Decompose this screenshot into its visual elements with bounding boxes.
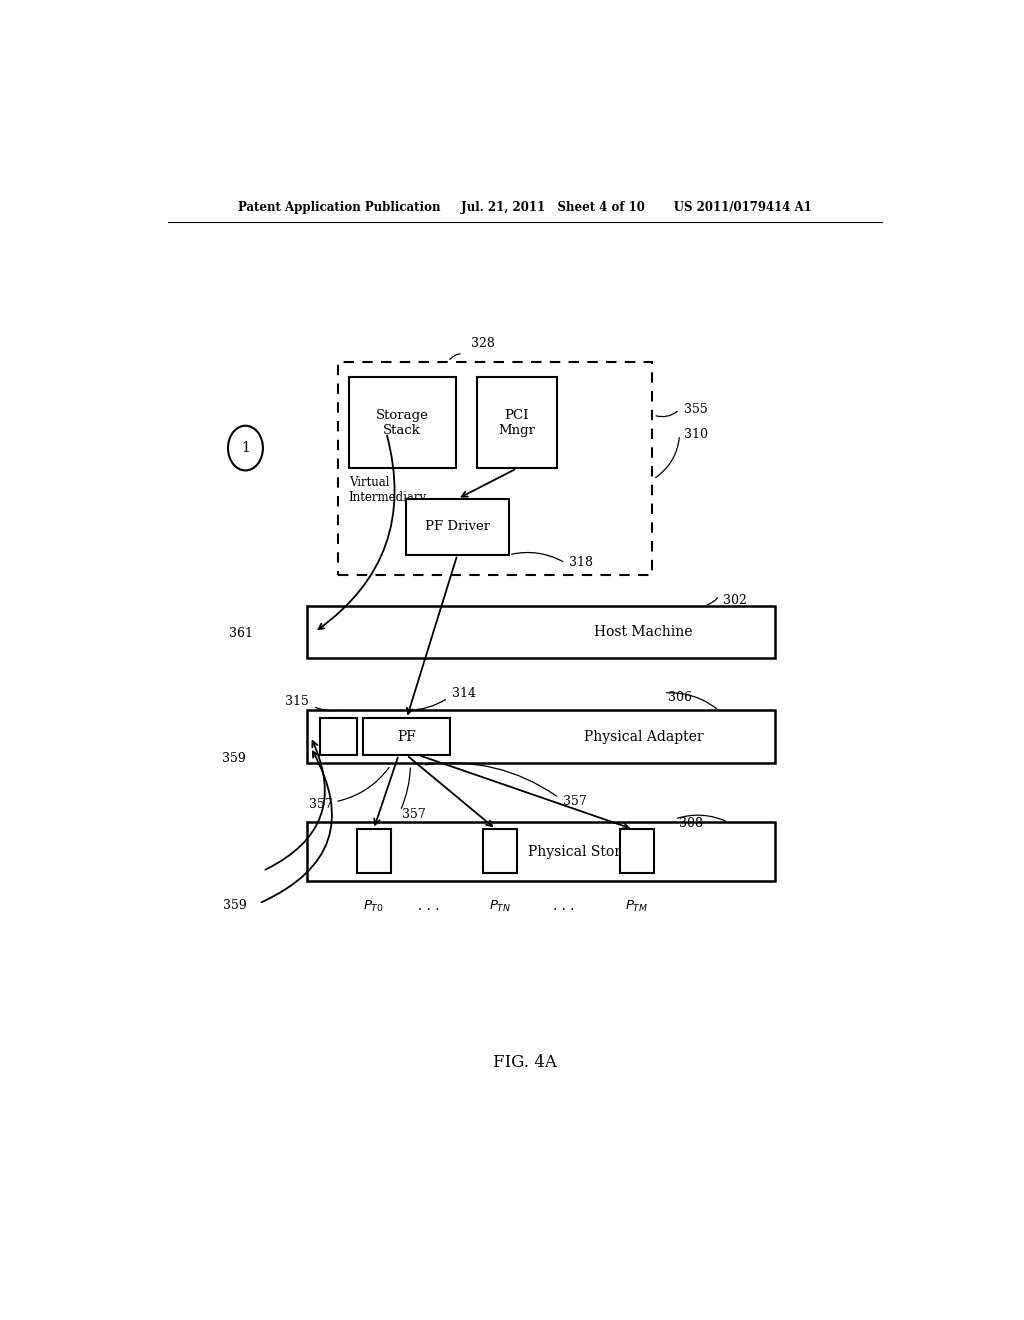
Text: 308: 308 (679, 817, 702, 830)
Text: 314: 314 (452, 686, 476, 700)
Text: $P_{T0}$: $P_{T0}$ (364, 899, 384, 915)
Text: 359: 359 (223, 899, 247, 912)
Bar (348, 378, 456, 469)
Bar (477, 378, 557, 469)
Text: Patent Application Publication     Jul. 21, 2011   Sheet 4 of 10       US 2011/0: Patent Application Publication Jul. 21, … (238, 201, 812, 214)
Text: Physical Storage: Physical Storage (528, 845, 647, 858)
Text: $P_{TN}$: $P_{TN}$ (488, 899, 511, 915)
Bar (306, 710, 775, 763)
Text: 357: 357 (563, 795, 587, 808)
Text: PCI
Mngr: PCI Mngr (499, 409, 536, 437)
Text: 310: 310 (684, 429, 708, 441)
Text: 302: 302 (723, 594, 748, 607)
Bar (306, 606, 775, 659)
Text: 361: 361 (229, 627, 253, 640)
Text: PF: PF (397, 730, 416, 743)
Text: 306: 306 (668, 690, 691, 704)
Bar (356, 829, 391, 873)
Bar (306, 822, 775, 880)
Text: FIG. 4A: FIG. 4A (493, 1055, 557, 1072)
Text: 357: 357 (309, 799, 333, 812)
Text: Physical Adapter: Physical Adapter (584, 730, 703, 743)
Text: 357: 357 (401, 808, 426, 821)
Bar (362, 718, 451, 755)
Bar (406, 499, 509, 554)
Text: 315: 315 (285, 694, 309, 708)
Text: $P_{TM}$: $P_{TM}$ (626, 899, 649, 915)
Text: 355: 355 (684, 403, 708, 416)
Text: Host Machine: Host Machine (594, 626, 693, 639)
Text: . . .: . . . (553, 899, 574, 913)
Text: 359: 359 (222, 751, 246, 764)
Text: Storage
Stack: Storage Stack (376, 409, 429, 437)
Bar (482, 829, 517, 873)
Text: 328: 328 (471, 337, 495, 350)
Bar (338, 362, 652, 576)
Text: Virtual
Intermediary: Virtual Intermediary (348, 475, 427, 503)
Bar (620, 829, 654, 873)
Text: 318: 318 (569, 557, 593, 569)
Text: 1: 1 (241, 441, 250, 455)
Text: . . .: . . . (419, 899, 440, 913)
Bar (321, 718, 357, 755)
Text: PF Driver: PF Driver (425, 520, 489, 533)
